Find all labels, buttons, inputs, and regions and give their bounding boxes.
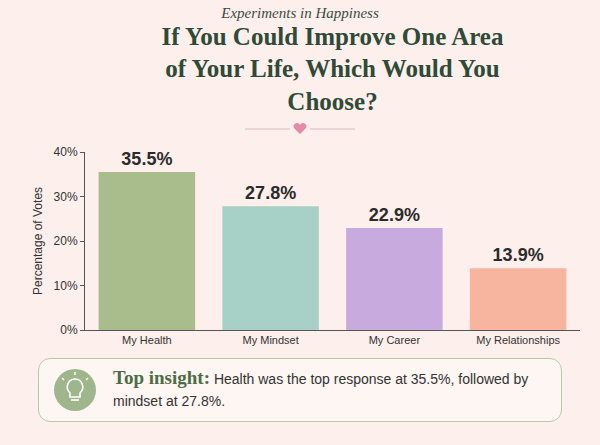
html-text:Experiments in Happiness: Experiments in Happiness xyxy=(221,5,379,21)
svg-text:My Mindset: My Mindset xyxy=(243,334,299,346)
svg-text:0%: 0% xyxy=(60,323,78,337)
html-text:Top insight: Health was the to: Top insight: Health was the top response… xyxy=(113,367,529,409)
svg-text:10%: 10% xyxy=(54,279,78,293)
svg-text:40%: 40% xyxy=(54,145,78,159)
svg-text:My Health: My Health xyxy=(122,334,172,346)
svg-text:If You Could Improve One Areao: If You Could Improve One Areaof Your Lif… xyxy=(162,23,504,115)
svg-text:35.5%: 35.5% xyxy=(121,149,172,169)
svg-text:30%: 30% xyxy=(54,190,78,204)
svg-text:27.8%: 27.8% xyxy=(245,183,296,203)
svg-text:My Relationships: My Relationships xyxy=(476,334,560,346)
svg-text:Percentage of Votes: Percentage of Votes xyxy=(31,187,45,295)
svg-text:20%: 20% xyxy=(54,234,78,248)
svg-text:13.9%: 13.9% xyxy=(493,245,544,265)
svg-text:22.9%: 22.9% xyxy=(369,205,420,225)
svg-text:My Career: My Career xyxy=(369,334,421,346)
